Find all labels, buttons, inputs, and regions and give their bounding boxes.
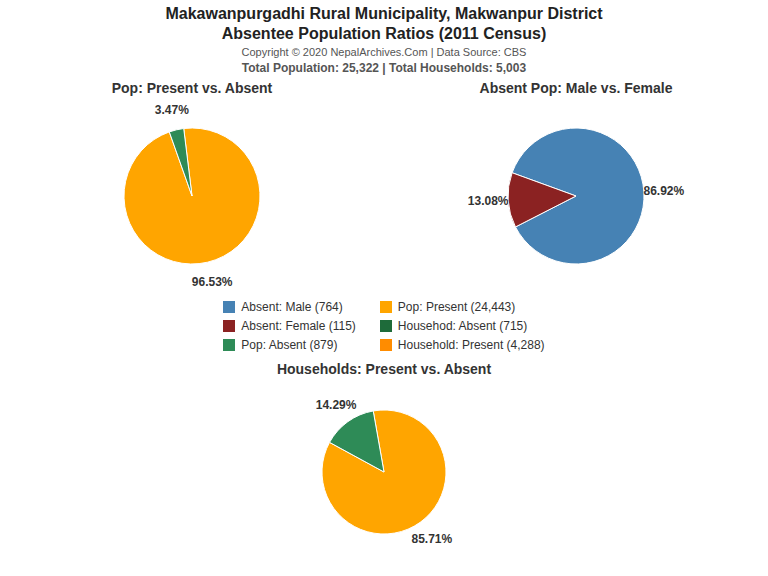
svg-text:3.47%: 3.47%	[155, 103, 189, 117]
html-text:Total Population: 25,322 | Tot: Total Population: 25,322 | Total Househo…	[241, 61, 527, 75]
svg-text:14.29%: 14.29%	[316, 398, 357, 412]
svg-text:96.53%: 96.53%	[192, 275, 233, 289]
html-text:Households: Present vs. Absent: Households: Present vs. Absent	[276, 361, 492, 377]
html-text:Pop: Present vs. Absent: Pop: Present vs. Absent	[111, 80, 273, 96]
html-text:Absent: Female (115): Absent: Female (115)	[241, 318, 356, 333]
html-text:Absent: Male (764): Absent: Male (764)	[241, 299, 343, 314]
svg-text:85.71%: 85.71%	[412, 532, 453, 546]
html-text:Makawanpurgadhi Rural Municipa: Makawanpurgadhi Rural Municipality, Makw…	[165, 5, 603, 22]
svg-text:13.08%: 13.08%	[468, 194, 509, 208]
html-text:Copyright © 2020 NepalArchives: Copyright © 2020 NepalArchives.Com | Dat…	[241, 46, 527, 58]
html-text:Pop: Absent (879): Pop: Absent (879)	[241, 337, 338, 352]
html-text:Absent Pop: Male vs. Female: Absent Pop: Male vs. Female	[479, 80, 673, 96]
html-text:Pop: Present (24,443): Pop: Present (24,443)	[397, 299, 516, 314]
html-text:Household: Present (4,288): Household: Present (4,288)	[397, 337, 545, 352]
html-text:Absentee Population Ratios (20: Absentee Population Ratios (2011 Census)	[221, 25, 547, 42]
svg-text:86.92%: 86.92%	[643, 184, 684, 198]
html-text:Househod: Absent (715): Househod: Absent (715)	[397, 318, 528, 333]
